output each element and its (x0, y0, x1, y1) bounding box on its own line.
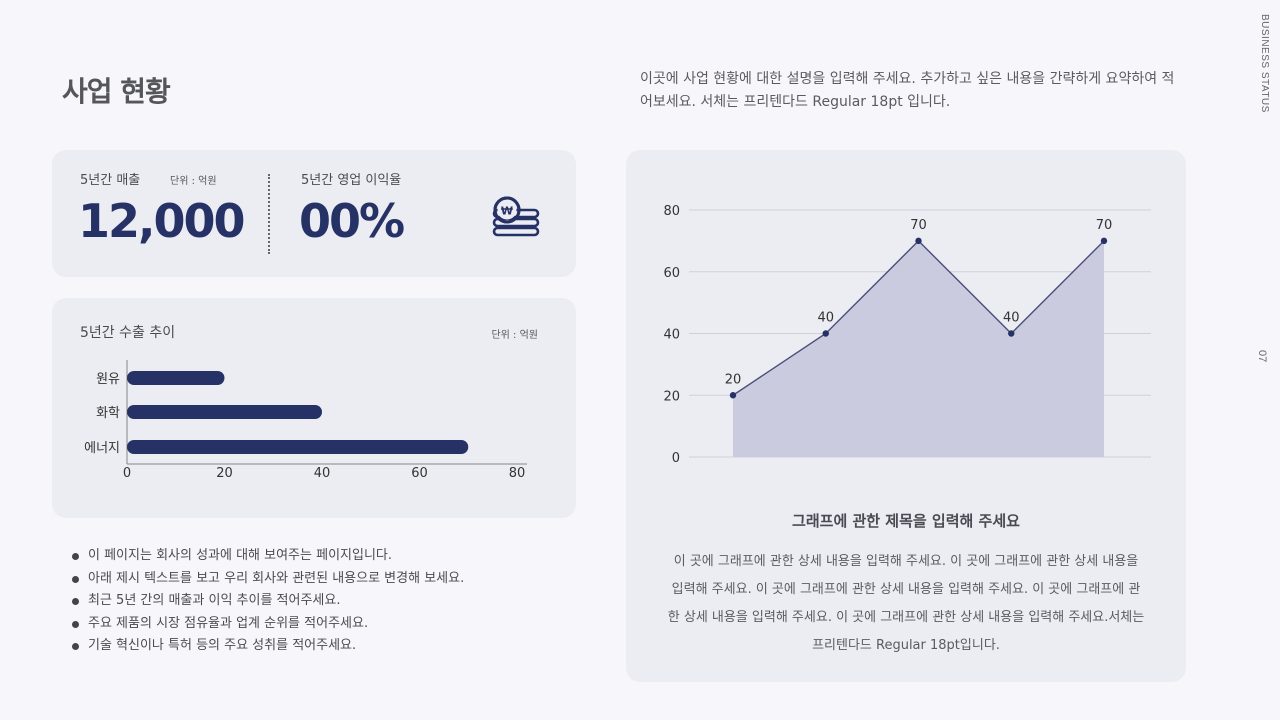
data-label: 70 (1096, 218, 1113, 233)
bar (127, 440, 469, 454)
x-tick-label: 40 (314, 466, 331, 481)
area-fill (733, 240, 1104, 457)
export-unit: 단위 : 억원 (491, 330, 538, 341)
bar (127, 371, 225, 385)
data-point (1100, 237, 1108, 245)
category-label: 화학 (96, 406, 120, 421)
bullet-item: 아래 제시 텍스트를 보고 우리 회사와 관련된 내용으로 변경해 보세요. (72, 568, 464, 591)
margin-value: 00% (299, 194, 405, 248)
category-label: 원유 (96, 372, 120, 387)
data-point (729, 392, 737, 399)
sales-unit: 단위 : 억원 (170, 176, 217, 187)
sales-value: 12,000 (78, 194, 246, 248)
data-label: 20 (725, 372, 742, 387)
page-title: 사업 현황 (62, 75, 171, 108)
kpi-card: 5년간 매출 단위 : 억원 12,000 5년간 영업 이익율 00% ₩ ₩ (52, 150, 576, 277)
margin-label: 5년간 영업 이익율 (301, 173, 402, 188)
won-coin-stack-icon: ₩ ₩ (492, 196, 540, 237)
y-tick-label: 80 (663, 204, 680, 219)
bullet-item: 기술 혁신이나 특허 등의 주요 성취를 적어주세요. (72, 635, 464, 658)
x-tick-label: 80 (509, 466, 526, 481)
graph-card: 0 20 40 60 80 20 40 70 40 70 그래프에 관한 제목을 입력해 주세요 … (626, 150, 1186, 682)
bullet-item: 최근 5년 간의 매출과 이익 추이를 적어주세요. (72, 590, 464, 613)
bullet-item: 주요 제품의 시장 점유율과 업계 순위를 적어주세요. (72, 613, 464, 636)
data-label: 40 (1003, 311, 1020, 326)
data-label: 40 (817, 311, 834, 326)
y-tick-label: 0 (672, 451, 680, 466)
vertical-section-label: BUSINESS STATUS (1259, 14, 1270, 113)
data-point (915, 237, 922, 245)
y-tick-label: 40 (663, 328, 680, 343)
kpi-divider (268, 174, 270, 254)
data-point (1008, 330, 1015, 337)
area-chart: 0 20 40 60 80 20 40 70 40 70 (663, 204, 1151, 466)
y-tick-label: 20 (663, 389, 680, 404)
export-title: 5년간 수출 추이 (80, 325, 176, 341)
x-tick-label: 0 (123, 466, 131, 481)
page-number: 07 (1256, 350, 1268, 363)
bullet-list: 이 페이지는 회사의 성과에 대해 보여주는 페이지입니다. 아래 제시 텍스트… (72, 545, 464, 658)
x-tick-label: 60 (411, 466, 428, 481)
data-point (822, 330, 829, 337)
svg-text:₩: ₩ (501, 205, 513, 218)
graph-description: 이 곳에 그래프에 관한 상세 내용을 입력해 주세요. 이 곳에 그래프에 관… (667, 554, 1145, 653)
x-tick-label: 20 (216, 466, 233, 481)
category-label: 에너지 (84, 441, 120, 456)
data-label: 70 (910, 218, 927, 233)
bar (127, 405, 322, 419)
y-tick-label: 60 (663, 266, 680, 281)
intro-text: 이곳에 사업 현황에 대한 설명을 입력해 주세요. 추가하고 싶은 내용을 간… (640, 71, 1175, 110)
graph-title: 그래프에 관한 제목을 입력해 주세요 (792, 512, 1020, 530)
bullet-item: 이 페이지는 회사의 성과에 대해 보여주는 페이지입니다. (72, 545, 464, 568)
sales-label: 5년간 매출 (80, 173, 141, 188)
